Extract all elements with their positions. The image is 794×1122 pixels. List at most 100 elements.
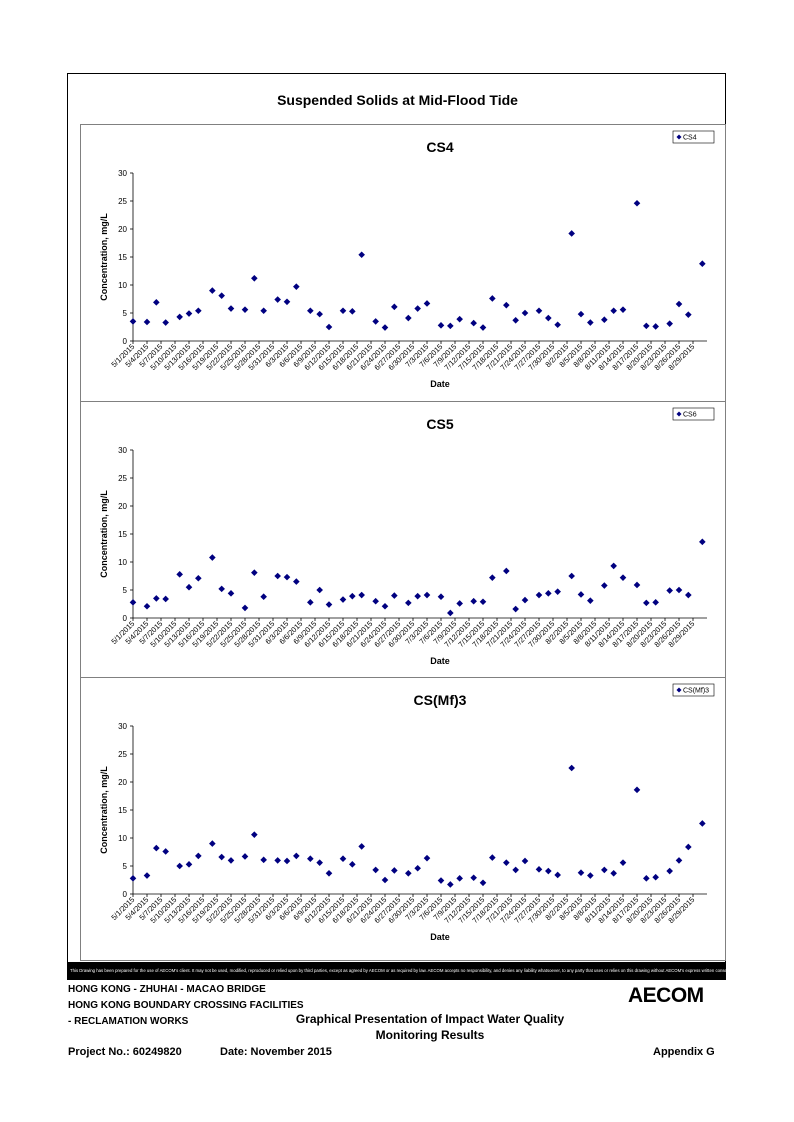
data-point-csmf3 bbox=[685, 843, 692, 851]
data-point-cs4 bbox=[349, 308, 356, 315]
drawing-frame: Suspended Solids at Mid-Flood Tide CS4 CS… bbox=[67, 73, 726, 980]
chart-title: CS4 bbox=[426, 139, 453, 155]
disclaimer-bar: This Drawing has been prepared for the u… bbox=[67, 962, 726, 979]
data-point-cs4 bbox=[633, 199, 641, 207]
data-point-csmf3 bbox=[521, 857, 529, 865]
data-point-cs4 bbox=[195, 307, 202, 315]
data-point-csmf3 bbox=[260, 856, 267, 864]
data-point-cs5 bbox=[176, 571, 183, 578]
y-tick-label: 15 bbox=[118, 530, 127, 539]
data-point-csmf3 bbox=[227, 857, 235, 864]
data-point-cs5 bbox=[227, 590, 235, 597]
data-point-cs4 bbox=[568, 230, 575, 237]
chart-csmf3: CS(Mf)3 CS(Mf)3 0 5 10 15 20 25 30 Concentration,… bbox=[99, 683, 715, 942]
data-point-cs5 bbox=[209, 554, 216, 561]
data-point-cs5 bbox=[129, 599, 137, 606]
data-point-cs4 bbox=[405, 314, 412, 322]
data-point-cs4 bbox=[601, 316, 608, 324]
data-point-csmf3 bbox=[545, 867, 552, 875]
data-point-cs5 bbox=[512, 605, 519, 613]
x-axis-label: Date bbox=[430, 932, 450, 942]
data-point-cs5 bbox=[437, 593, 445, 601]
data-point-cs4 bbox=[521, 309, 529, 317]
data-point-csmf3 bbox=[666, 867, 673, 875]
y-tick-label: 0 bbox=[123, 614, 128, 623]
data-point-cs5 bbox=[414, 592, 421, 600]
data-point-cs4 bbox=[283, 298, 291, 306]
x-axis-label: Date bbox=[430, 656, 450, 666]
data-point-csmf3 bbox=[358, 843, 365, 850]
data-point-csmf3 bbox=[325, 869, 333, 877]
data-point-csmf3 bbox=[610, 869, 617, 877]
legend-marker bbox=[676, 687, 682, 693]
data-point-csmf3 bbox=[535, 866, 543, 873]
data-point-cs4 bbox=[316, 310, 323, 318]
drawing-date: Date: November 2015 bbox=[220, 1046, 332, 1058]
data-point-cs4 bbox=[372, 318, 379, 325]
data-point-csmf3 bbox=[414, 864, 421, 872]
y-tick-label: 15 bbox=[118, 806, 127, 815]
data-point-cs4 bbox=[325, 323, 333, 331]
data-point-csmf3 bbox=[437, 877, 445, 884]
data-point-cs4 bbox=[545, 314, 552, 322]
data-point-csmf3 bbox=[479, 879, 487, 887]
y-tick-label: 25 bbox=[118, 750, 127, 759]
data-point-cs5 bbox=[601, 582, 608, 589]
data-point-csmf3 bbox=[554, 871, 561, 879]
data-point-csmf3 bbox=[503, 859, 510, 866]
data-point-cs5 bbox=[274, 572, 281, 580]
data-point-cs5 bbox=[666, 587, 673, 594]
data-point-csmf3 bbox=[251, 831, 258, 838]
data-point-cs5 bbox=[316, 586, 323, 594]
data-point-csmf3 bbox=[675, 857, 683, 864]
data-point-csmf3 bbox=[699, 820, 706, 827]
data-point-cs4 bbox=[176, 313, 183, 321]
data-point-cs5 bbox=[349, 592, 356, 600]
data-point-cs4 bbox=[218, 292, 225, 299]
data-point-cs4 bbox=[652, 323, 659, 330]
data-point-cs5 bbox=[685, 591, 692, 599]
data-point-cs4 bbox=[554, 321, 561, 329]
y-tick-label: 10 bbox=[118, 558, 127, 567]
data-point-cs4 bbox=[251, 274, 258, 282]
data-point-cs4 bbox=[699, 260, 706, 268]
data-point-csmf3 bbox=[129, 875, 137, 882]
y-tick-label: 25 bbox=[118, 474, 127, 483]
data-point-cs4 bbox=[185, 310, 193, 317]
y-tick-label: 10 bbox=[118, 281, 127, 290]
data-point-csmf3 bbox=[633, 786, 641, 794]
data-point-cs5 bbox=[447, 609, 454, 617]
data-point-cs5 bbox=[610, 562, 617, 570]
data-point-cs5 bbox=[391, 592, 398, 599]
y-axis-label: Concentration, mg/L bbox=[99, 766, 109, 854]
y-axis-label: Concentration, mg/L bbox=[99, 490, 109, 578]
data-point-cs4 bbox=[685, 311, 692, 318]
data-point-csmf3 bbox=[274, 857, 281, 864]
data-point-csmf3 bbox=[185, 861, 193, 868]
data-point-csmf3 bbox=[601, 866, 608, 874]
footer-line-3: - RECLAMATION WORKS bbox=[68, 1016, 189, 1027]
data-point-cs5 bbox=[185, 583, 193, 591]
data-point-cs5 bbox=[545, 590, 552, 597]
data-point-cs4 bbox=[241, 306, 249, 313]
data-point-cs5 bbox=[251, 569, 258, 576]
data-point-cs5 bbox=[162, 595, 169, 603]
data-point-cs5 bbox=[489, 574, 496, 581]
data-point-cs5 bbox=[699, 538, 706, 546]
data-point-csmf3 bbox=[195, 852, 202, 860]
data-point-csmf3 bbox=[283, 857, 291, 865]
data-point-cs4 bbox=[209, 287, 216, 294]
data-point-cs4 bbox=[307, 307, 314, 315]
data-point-csmf3 bbox=[293, 852, 300, 860]
y-tick-label: 20 bbox=[118, 225, 127, 234]
data-point-csmf3 bbox=[162, 848, 169, 855]
data-point-cs4 bbox=[260, 307, 267, 315]
data-point-csmf3 bbox=[587, 872, 594, 879]
aecom-logo: AECOM bbox=[628, 984, 704, 1007]
legend-box bbox=[672, 130, 715, 144]
data-point-csmf3 bbox=[381, 876, 389, 884]
data-point-csmf3 bbox=[339, 855, 347, 863]
data-point-cs4 bbox=[456, 315, 463, 323]
data-point-csmf3 bbox=[372, 866, 379, 874]
data-point-cs4 bbox=[381, 324, 389, 331]
